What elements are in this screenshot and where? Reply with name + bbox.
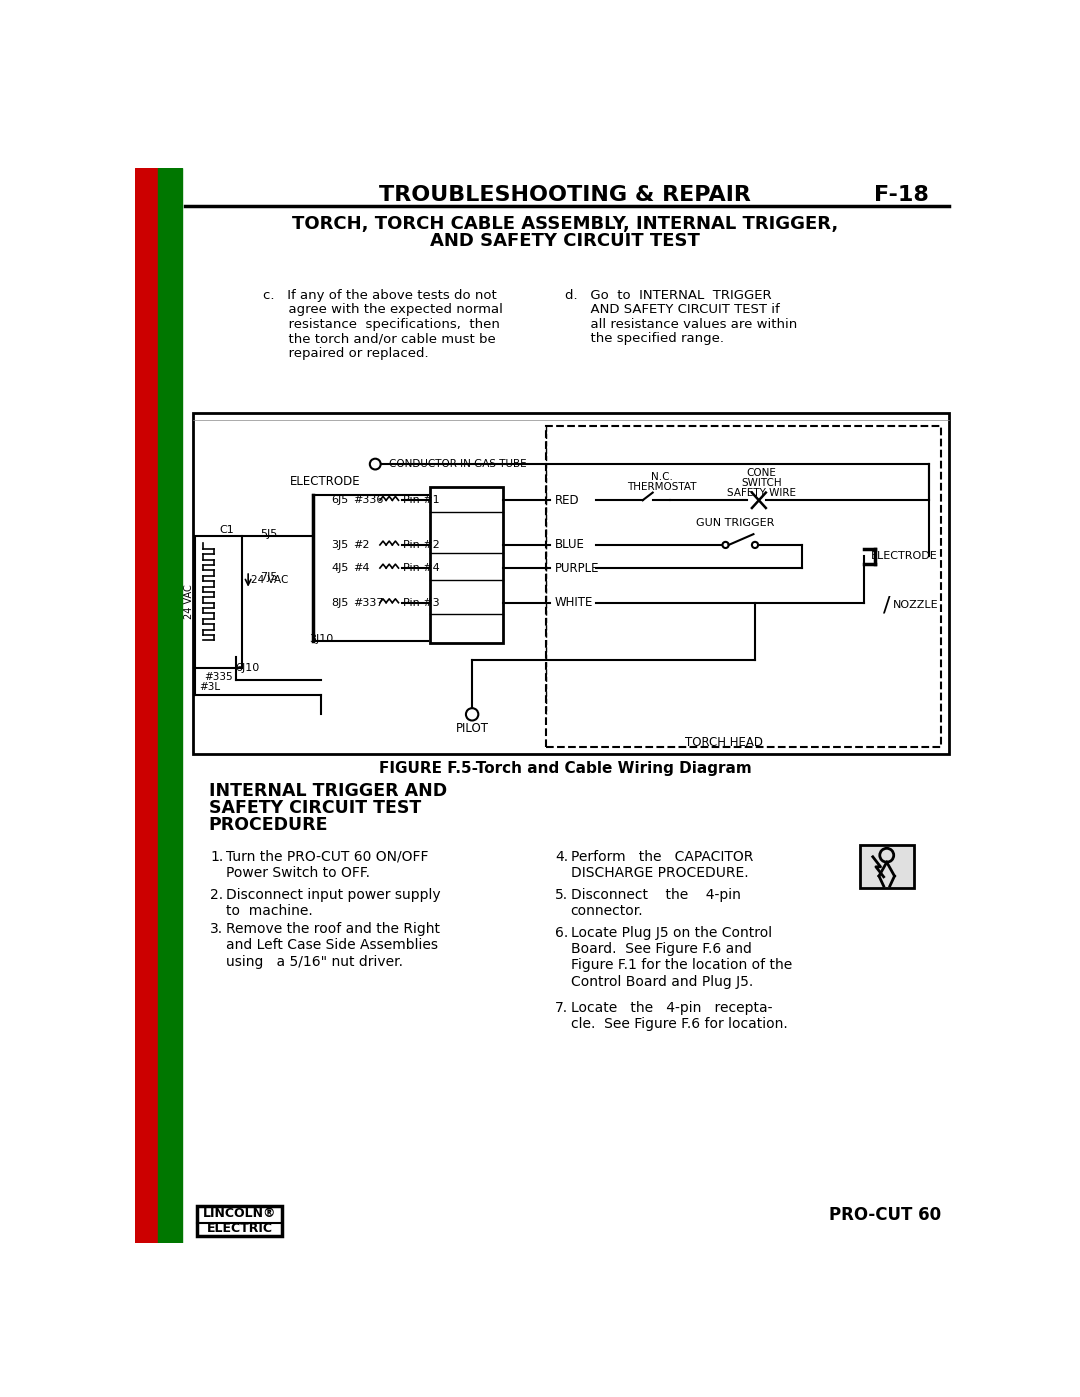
Text: 6.: 6.: [555, 926, 568, 940]
Text: GUN TRIGGER: GUN TRIGGER: [697, 518, 774, 528]
Text: 3J5: 3J5: [332, 539, 349, 550]
Text: repaired or replaced.: repaired or replaced.: [262, 346, 429, 360]
Text: 8J5: 8J5: [332, 598, 349, 608]
Text: TROUBLESHOOTING & REPAIR: TROUBLESHOOTING & REPAIR: [379, 184, 751, 204]
Bar: [159, 168, 181, 1243]
Text: #336: #336: [353, 496, 383, 506]
Text: INTERNAL TRIGGER AND: INTERNAL TRIGGER AND: [208, 782, 447, 800]
Text: ELECTRODE: ELECTRODE: [291, 475, 361, 488]
Text: PURPLE: PURPLE: [555, 562, 599, 574]
Text: 5J5: 5J5: [260, 529, 278, 539]
Text: NOZZLE: NOZZLE: [893, 599, 939, 610]
Text: AND SAFETY CIRCUIT TEST if: AND SAFETY CIRCUIT TEST if: [565, 303, 780, 316]
Text: LINCOLN®: LINCOLN®: [203, 1207, 276, 1220]
Text: SAFETY WIRE: SAFETY WIRE: [727, 488, 796, 497]
Text: TORCH HEAD: TORCH HEAD: [685, 736, 762, 749]
Text: #3L: #3L: [200, 682, 220, 693]
Text: PROCEDURE: PROCEDURE: [208, 816, 328, 834]
Text: Pin #2: Pin #2: [403, 539, 440, 550]
Bar: [430, 488, 503, 643]
Text: AND SAFETY CIRCUIT TEST: AND SAFETY CIRCUIT TEST: [430, 232, 700, 250]
Bar: [193, 412, 948, 754]
Text: CONDUCTOR IN GAS TUBE: CONDUCTOR IN GAS TUBE: [389, 460, 527, 469]
Text: all resistance values are within: all resistance values are within: [565, 317, 797, 331]
Text: Return to Section TOC: Return to Section TOC: [141, 306, 151, 415]
Text: SAFETY CIRCUIT TEST: SAFETY CIRCUIT TEST: [208, 799, 421, 817]
Text: the specified range.: the specified range.: [565, 332, 724, 345]
Text: 6J10: 6J10: [235, 664, 260, 673]
Text: N.C.: N.C.: [651, 472, 673, 482]
Text: 5.: 5.: [555, 887, 568, 901]
Text: #337: #337: [353, 598, 384, 608]
Text: PILOT: PILOT: [456, 722, 488, 735]
Text: C1: C1: [219, 524, 234, 535]
Text: 3.: 3.: [211, 922, 224, 936]
Text: ELECTRODE: ELECTRODE: [870, 552, 937, 562]
Text: Return to Section TOC: Return to Section TOC: [141, 591, 151, 700]
Bar: [135, 168, 159, 1243]
Text: d.   Go  to  INTERNAL  TRIGGER: d. Go to INTERNAL TRIGGER: [565, 289, 772, 302]
Text: 4.: 4.: [555, 849, 568, 863]
Text: SWITCH: SWITCH: [741, 478, 782, 489]
Text: Disconnect input power supply
to  machine.: Disconnect input power supply to machine…: [226, 887, 441, 918]
Text: c.   If any of the above tests do not: c. If any of the above tests do not: [262, 289, 497, 302]
Text: agree with the expected normal: agree with the expected normal: [262, 303, 503, 316]
Text: #4: #4: [353, 563, 370, 573]
Text: Pin #1: Pin #1: [403, 496, 440, 506]
Text: 7.: 7.: [555, 1000, 568, 1014]
Text: ELECTRIC: ELECTRIC: [206, 1222, 272, 1235]
Text: 24 VAC: 24 VAC: [252, 574, 288, 584]
Text: PRO-CUT 60: PRO-CUT 60: [828, 1206, 941, 1224]
Text: 2.: 2.: [211, 887, 224, 901]
Text: THERMOSTAT: THERMOSTAT: [627, 482, 697, 492]
Text: Return to Master TOC: Return to Master TOC: [165, 1039, 175, 1144]
Text: 7J5: 7J5: [260, 573, 278, 583]
Text: Perform   the   CAPACITOR
DISCHARGE PROCEDURE.: Perform the CAPACITOR DISCHARGE PROCEDUR…: [570, 849, 753, 880]
Bar: [195, 535, 242, 668]
Text: WHITE: WHITE: [555, 597, 593, 609]
Text: Turn the PRO-CUT 60 ON/OFF
Power Switch to OFF.: Turn the PRO-CUT 60 ON/OFF Power Switch …: [226, 849, 428, 880]
Text: FIGURE F.5-Torch and Cable Wiring Diagram: FIGURE F.5-Torch and Cable Wiring Diagra…: [379, 761, 752, 775]
Text: RED: RED: [555, 493, 580, 507]
Text: Return to Section TOC: Return to Section TOC: [141, 868, 151, 977]
Text: the torch and/or cable must be: the torch and/or cable must be: [262, 332, 496, 345]
Text: resistance  specifications,  then: resistance specifications, then: [262, 317, 500, 331]
Text: Locate   the   4-pin   recepta-
cle.  See Figure F.6 for location.: Locate the 4-pin recepta- cle. See Figur…: [570, 1000, 787, 1031]
Text: 6J5: 6J5: [332, 496, 349, 506]
Bar: [197, 1206, 282, 1236]
Text: 4J5: 4J5: [332, 563, 349, 573]
Text: Locate Plug J5 on the Control
Board.  See Figure F.6 and
Figure F.1 for the loca: Locate Plug J5 on the Control Board. See…: [570, 926, 792, 989]
Text: BLUE: BLUE: [555, 538, 585, 552]
Text: Disconnect    the    4-pin
connector.: Disconnect the 4-pin connector.: [570, 887, 741, 918]
Text: CONE: CONE: [746, 468, 777, 478]
Text: 24 VAC: 24 VAC: [185, 584, 194, 619]
Text: #335: #335: [204, 672, 233, 682]
Text: /: /: [882, 595, 890, 615]
Text: 3J10: 3J10: [309, 634, 334, 644]
Text: F-18: F-18: [875, 184, 930, 204]
Text: TORCH, TORCH CABLE ASSEMBLY, INTERNAL TRIGGER,: TORCH, TORCH CABLE ASSEMBLY, INTERNAL TR…: [292, 215, 838, 233]
Bar: [545, 426, 941, 746]
Text: #2: #2: [353, 539, 370, 550]
Text: Return to Master TOC: Return to Master TOC: [165, 592, 175, 698]
Text: Remove the roof and the Right
and Left Case Side Assemblies
using   a 5/16" nut : Remove the roof and the Right and Left C…: [226, 922, 440, 968]
Text: Return to Master TOC: Return to Master TOC: [165, 307, 175, 414]
Text: Pin #3: Pin #3: [403, 598, 440, 608]
Text: Pin #4: Pin #4: [403, 563, 440, 573]
Text: Return to Master TOC: Return to Master TOC: [165, 869, 175, 975]
Bar: [860, 845, 914, 887]
Text: Return to Section TOC: Return to Section TOC: [141, 1038, 151, 1146]
Text: 1.: 1.: [211, 849, 224, 863]
